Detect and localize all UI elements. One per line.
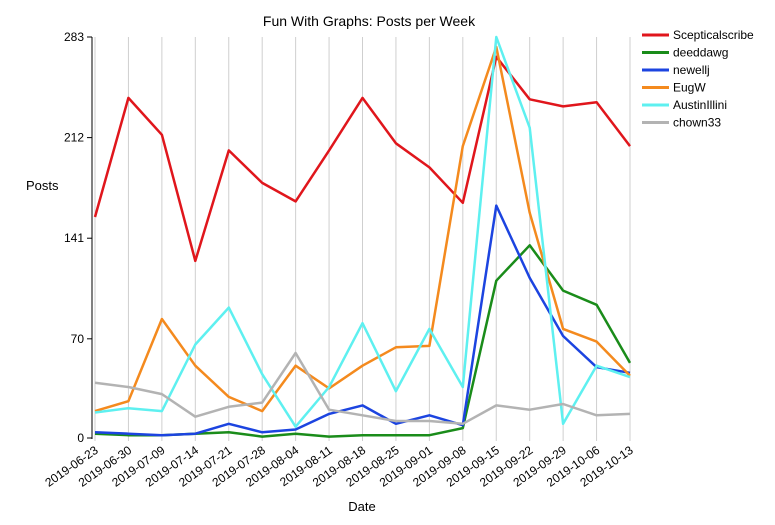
vertical-grid [94, 37, 631, 441]
series-line-newellj [94, 204, 631, 437]
y-tick-label: 283 [64, 30, 84, 44]
series-line-eugw [94, 45, 631, 413]
legend: Scepticalscribe deeddawg newellj EugW Austin… [642, 28, 754, 130]
y-tick-label: 141 [64, 231, 84, 245]
legend-label: deeddawg [673, 46, 728, 60]
series-lines [93, 35, 632, 438]
y-axis-ticks: 0 70 141 212 283 [64, 30, 92, 445]
legend-label: AustinIllini [673, 98, 727, 112]
y-tick-label: 70 [71, 332, 85, 346]
series-line-scepticalscribe [93, 55, 631, 263]
y-tick-label: 212 [64, 131, 84, 145]
y-axis-label: Posts [26, 178, 59, 193]
series-line-chown33 [94, 351, 631, 426]
legend-label: chown33 [673, 116, 721, 130]
chart-title: Fun With Graphs: Posts per Week [263, 13, 476, 29]
series-line-austinillini [94, 35, 631, 428]
x-axis-label: Date [348, 499, 375, 514]
x-axis-ticks: 2019-06-232019-06-302019-07-092019-07-14… [42, 443, 636, 490]
legend-label: newellj [673, 63, 710, 77]
y-tick-label: 0 [77, 431, 84, 445]
legend-label: EugW [673, 81, 706, 95]
legend-label: Scepticalscribe [673, 28, 754, 42]
